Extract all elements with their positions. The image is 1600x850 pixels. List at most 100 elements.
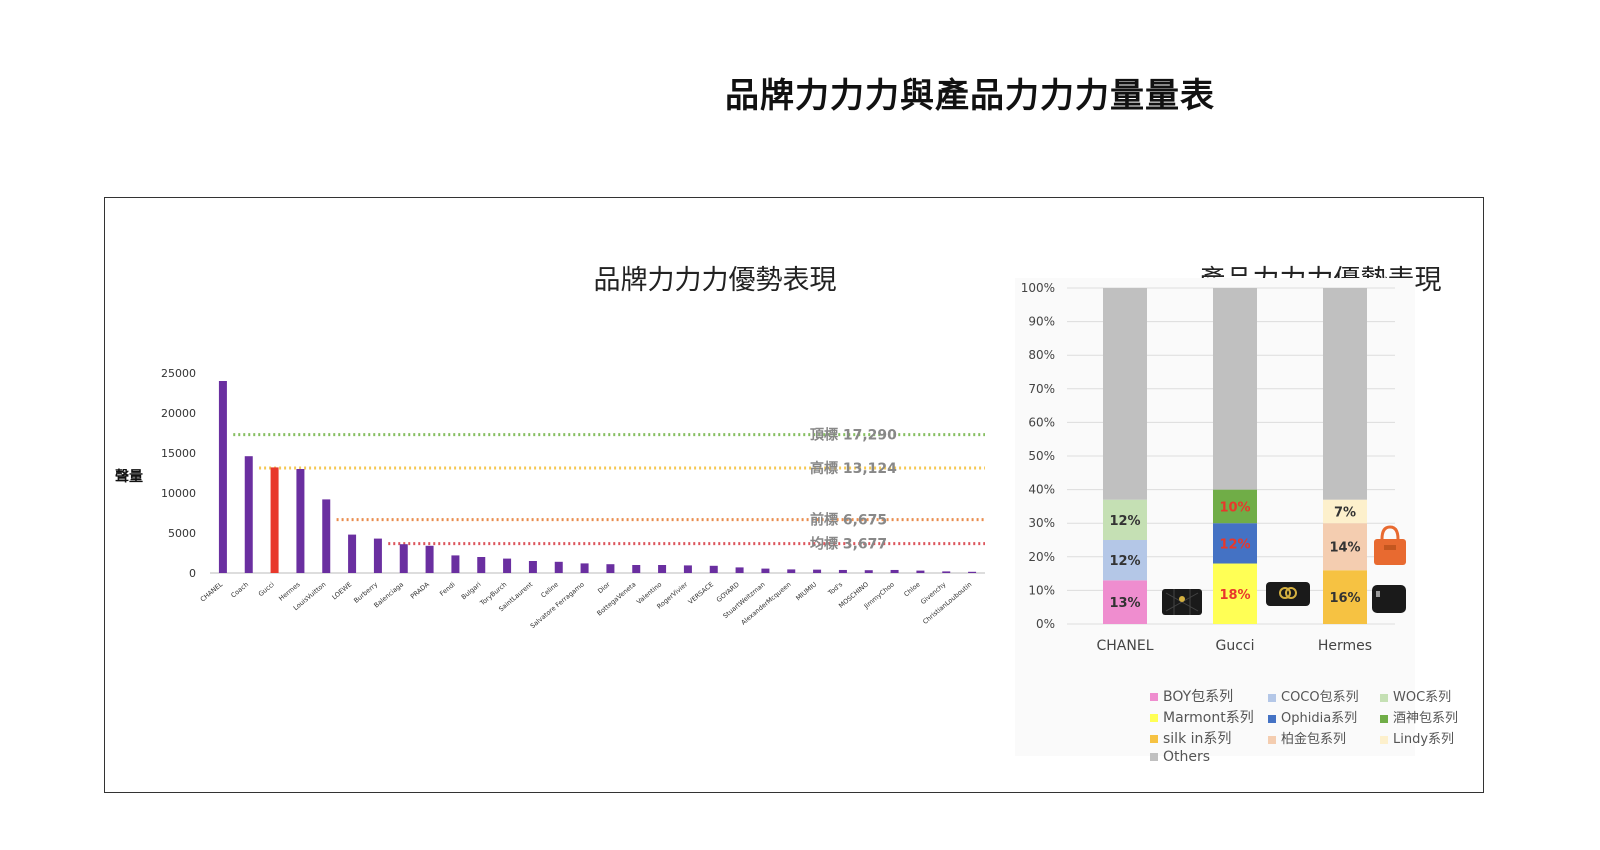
y-tick-label: 20000: [161, 407, 196, 420]
bar: [942, 571, 951, 573]
data-label: 12%: [1219, 537, 1250, 552]
y-tick-label: 40%: [1028, 483, 1055, 497]
y-tick-label: 30%: [1028, 516, 1055, 530]
bar: [683, 565, 692, 573]
bar: [658, 565, 667, 573]
data-label: 18%: [1219, 588, 1250, 603]
stack-segment: [1323, 499, 1367, 524]
stack-segment: [1323, 288, 1367, 500]
legend-label: BOY包系列: [1163, 689, 1234, 705]
legend-item: 酒神包系列: [1380, 707, 1458, 726]
legend-label: Marmont系列: [1163, 710, 1254, 726]
data-label: 7%: [1334, 505, 1356, 520]
hermes-black-bag-icon: [1372, 585, 1406, 613]
bar: [787, 569, 796, 573]
data-label: 12%: [1109, 514, 1140, 529]
bar: [761, 568, 770, 573]
reference-line-label: 頂標 17,290: [810, 427, 897, 444]
y-tick-label: 15000: [161, 447, 196, 460]
brand-chart-title: 品牌力力力優勢表現: [593, 265, 837, 296]
stack-segment: [1213, 489, 1257, 524]
legend-label: Ophidia系列: [1281, 711, 1358, 726]
y-tick-label: 50%: [1028, 449, 1055, 463]
y-tick-label: 0: [189, 567, 196, 580]
stack-segment: [1213, 523, 1257, 564]
legend-label: WOC系列: [1393, 690, 1452, 705]
product-power-chart: 0% 10% 20% 30% 40% 50% 60% 70% 80% 90% 100% 13% 12% 1…: [1015, 278, 1415, 756]
legend-swatch: [1150, 735, 1158, 743]
y-tick-label: 10%: [1028, 583, 1055, 597]
y-tick-label: 20%: [1028, 550, 1055, 564]
hermes-birkin-icon: [1374, 525, 1406, 565]
x-tick-label: CHANEL: [1097, 638, 1154, 654]
bar: [373, 538, 382, 573]
bar: [244, 456, 253, 573]
bar: [968, 571, 977, 573]
bar: [916, 570, 925, 573]
bar: [503, 558, 512, 573]
legend-swatch: [1380, 714, 1388, 723]
stack-segment: [1103, 540, 1147, 581]
bar: [606, 564, 615, 573]
y-tick-label: 60%: [1028, 415, 1055, 429]
legend-swatch: [1380, 735, 1388, 744]
stack-segment: [1103, 499, 1147, 540]
legend-item: 柏金包系列: [1268, 728, 1346, 747]
legend-item: COCO包系列: [1268, 686, 1359, 705]
legend-swatch: [1150, 714, 1158, 722]
y-tick-label: 100%: [1021, 281, 1055, 295]
stack-segment: [1103, 288, 1147, 500]
bar: [554, 561, 563, 573]
bar: [890, 569, 899, 573]
legend-label: Others: [1163, 749, 1211, 765]
bar: [451, 555, 460, 573]
legend-item: Marmont系列: [1150, 707, 1254, 727]
legend-item: Ophidia系列: [1268, 707, 1357, 726]
legend-swatch: [1268, 735, 1276, 744]
legend-swatch: [1268, 714, 1276, 723]
legend-swatch: [1150, 753, 1158, 761]
y-tick-label: 5000: [168, 527, 196, 540]
stack-segment: [1213, 288, 1257, 490]
y-tick-label: 70%: [1028, 382, 1055, 396]
bar: [218, 381, 227, 573]
stack-segment: [1323, 523, 1367, 571]
bar: [735, 567, 744, 573]
legend-label: COCO包系列: [1281, 690, 1359, 705]
bar: [296, 469, 305, 573]
data-label: 16%: [1329, 591, 1360, 606]
legend-item: silk in系列: [1150, 728, 1231, 748]
stack-segment: [1103, 580, 1147, 624]
bar: [709, 565, 718, 573]
bar: [425, 545, 434, 573]
y-tick-label: 10000: [161, 487, 196, 500]
gucci-bag-icon: [1266, 582, 1310, 606]
legend-label: 柏金包系列: [1281, 732, 1347, 747]
legend-swatch: [1268, 693, 1276, 702]
bar: [864, 570, 873, 573]
legend-label: silk in系列: [1163, 731, 1232, 747]
data-label: 13%: [1109, 596, 1140, 611]
reference-line-label: 高標 13,124: [810, 460, 897, 477]
legend-item: WOC系列: [1380, 686, 1451, 705]
data-label: 12%: [1109, 554, 1140, 569]
bar: [580, 563, 589, 573]
bar: [348, 534, 357, 573]
brand-chart-y-axis-label: 聲量: [115, 469, 143, 485]
reference-line-label: 前標 6,675: [810, 512, 887, 529]
legend-item: BOY包系列: [1150, 686, 1233, 706]
stack-segment: [1323, 570, 1367, 624]
legend-item: Lindy系列: [1380, 728, 1454, 747]
legend-swatch: [1150, 693, 1158, 701]
legend-label: Lindy系列: [1393, 732, 1455, 747]
reference-line-label: 均標 3,677: [810, 536, 887, 553]
chanel-bag-icon: [1162, 589, 1202, 615]
legend-label: 酒神包系列: [1393, 711, 1459, 726]
y-tick-label: 90%: [1028, 315, 1055, 329]
charts-frame: 品牌力力力優勢表現 聲量 產品力力力優勢表現 05000100001500020…: [104, 197, 1484, 793]
bar: [632, 565, 641, 573]
y-tick-label: 0%: [1036, 617, 1055, 631]
x-tick-label: Gucci: [1215, 638, 1254, 654]
brand-power-chart: 0 5000 10000 15000 20000 25000 頂標 17,290 高標 13,…: [161, 367, 985, 630]
legend-item: Others: [1150, 749, 1210, 765]
